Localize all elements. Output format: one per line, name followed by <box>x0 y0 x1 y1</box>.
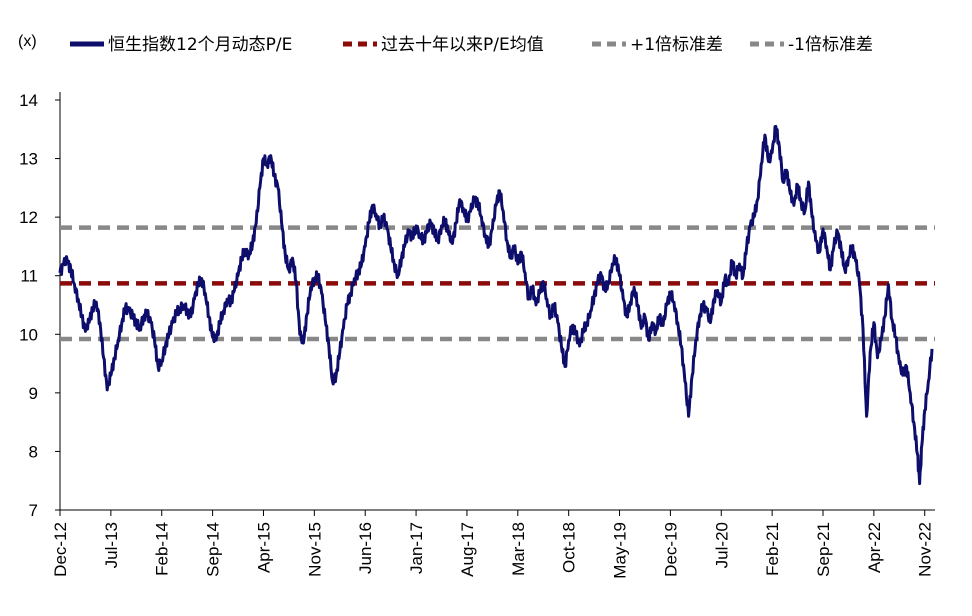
x-tick-label: Jul-13 <box>102 522 121 568</box>
legend-label-minus-sd: -1倍标准差 <box>788 35 873 55</box>
y-unit-label: (x) <box>18 33 37 50</box>
x-tick-label: Jun-16 <box>356 522 375 574</box>
x-tick-label: Feb-14 <box>153 522 172 576</box>
reference-lines <box>60 225 935 342</box>
x-tick-label: Sep-14 <box>204 522 223 577</box>
y-tick-label: 8 <box>29 442 38 461</box>
y-tick-label: 13 <box>19 150 38 169</box>
legend-label-plus-sd: +1倍标准差 <box>630 35 723 55</box>
x-tick-label: Nov-15 <box>305 522 324 577</box>
x-ticks: Dec-12 Jul-13 Feb-14 Sep-14 Apr-15 Nov-15 Jun-… <box>51 510 935 579</box>
x-tick-label: Nov-22 <box>916 522 935 577</box>
x-tick-label: Apr-22 <box>865 522 884 573</box>
y-tick-label: 10 <box>19 325 38 344</box>
x-tick-label: Dec-19 <box>661 522 680 577</box>
legend: 恒生指数12个月动态P/E 过去十年以来P/E均值 +1倍标准差 -1倍标准差 <box>70 35 873 55</box>
y-tick-label: 11 <box>20 267 38 286</box>
x-tick-label: Sep-21 <box>814 522 833 577</box>
x-tick-label: Apr-15 <box>254 522 273 573</box>
x-tick-label: Mar-18 <box>509 522 528 576</box>
x-tick-label: Jan-17 <box>407 522 426 574</box>
x-tick-label: Dec-12 <box>51 522 70 577</box>
legend-label-pe: 恒生指数12个月动态P/E <box>108 35 292 55</box>
x-tick-label: Oct-18 <box>560 522 579 573</box>
y-ticks: 14 13 12 11 10 9 8 7 <box>19 91 60 520</box>
y-tick-label: 12 <box>19 208 38 227</box>
series-lines <box>58 124 934 486</box>
y-tick-label: 14 <box>19 91 38 110</box>
y-tick-label: 7 <box>29 501 38 520</box>
pe-series-line <box>58 124 934 486</box>
x-tick-label: Jul-20 <box>712 522 731 568</box>
legend-label-mean: 过去十年以来P/E均值 <box>381 35 544 55</box>
x-tick-label: Aug-17 <box>458 522 477 577</box>
x-tick-label: Feb-21 <box>763 522 782 576</box>
x-tick-label: May-19 <box>611 522 630 579</box>
y-tick-label: 9 <box>29 384 38 403</box>
